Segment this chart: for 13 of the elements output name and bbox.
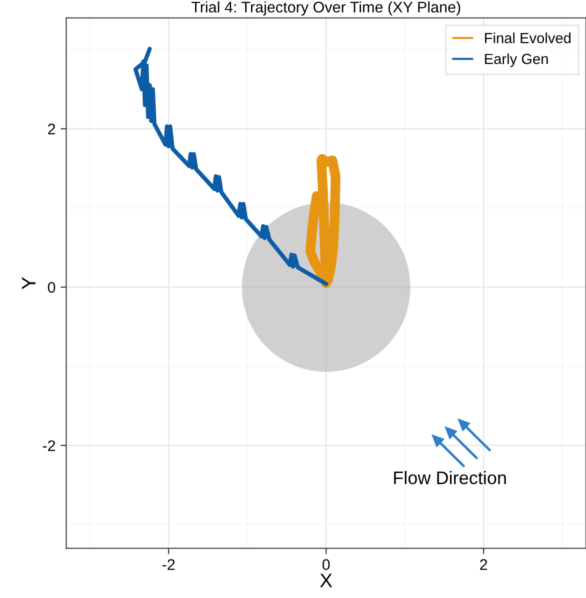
x-axis-title: X <box>320 574 332 588</box>
annotation: Flow Direction <box>394 470 506 484</box>
x-tick-label: 0 <box>322 559 330 570</box>
chart-title: Trial 4: Trajectory Over Time (XY Plane) <box>191 1 460 16</box>
y-tick-label: -2 <box>42 440 56 451</box>
x-tick-label: 2 <box>480 559 488 570</box>
legend-label: Final Evolved <box>485 32 570 44</box>
y-tick-label: 0 <box>48 282 56 293</box>
line-series <box>133 46 328 286</box>
legend-label: Early Gen <box>485 53 548 68</box>
y-axis-title: Y <box>22 277 36 290</box>
y-tick-label: 2 <box>48 124 56 134</box>
x-tick-label: -2 <box>162 559 175 570</box>
